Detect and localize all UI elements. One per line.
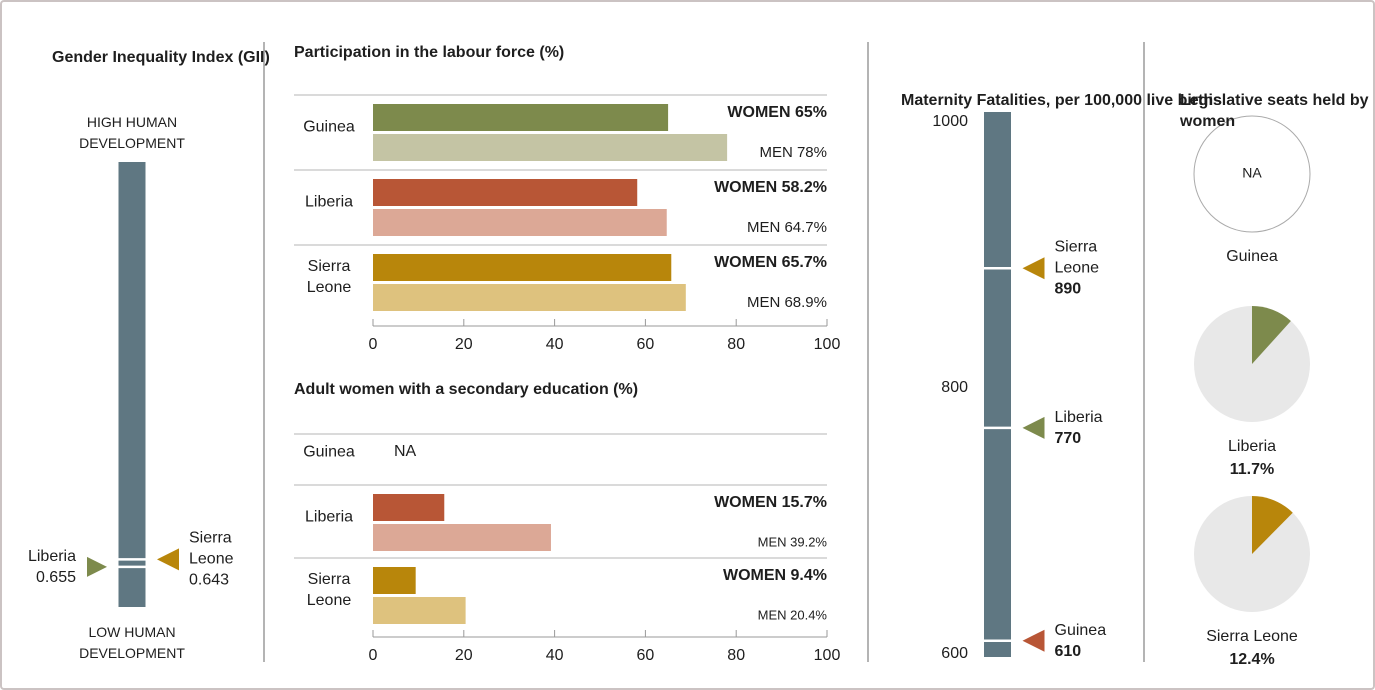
pie-empty <box>1193 115 1311 233</box>
bar <box>373 179 638 206</box>
marker-name: Liberia <box>1054 408 1103 426</box>
value-label: MEN 78% <box>759 144 827 161</box>
pie-value-label: 12.4% <box>1229 651 1274 668</box>
pie-slice <box>1252 305 1291 364</box>
marker-label: Sierra Leone 0.643 <box>189 528 249 591</box>
bar <box>373 284 686 311</box>
marker-value: 610 <box>1054 642 1082 660</box>
marker-value: 770 <box>1054 429 1082 447</box>
x-tick-label: 0 <box>369 336 378 353</box>
bar <box>373 524 551 551</box>
bar <box>373 567 416 594</box>
bar <box>373 597 466 624</box>
x-tick-label: 20 <box>455 336 473 353</box>
value-label: WOMEN 58.2% <box>714 179 827 196</box>
x-tick-label: 80 <box>727 647 745 664</box>
x-tick-label: 40 <box>546 336 564 353</box>
chart-title: Maternity Fatalities, per 100,000 live b… <box>901 92 1223 109</box>
value-label: MEN 20.4% <box>758 607 828 622</box>
marker-value: 0.655 <box>35 568 76 586</box>
marker <box>1022 416 1045 439</box>
y-tick-label: 1000 <box>932 113 968 130</box>
pie-category: Sierra Leone <box>1206 628 1298 645</box>
category-label: Sierra Leone <box>306 571 352 609</box>
x-tick-label: 20 <box>455 647 473 664</box>
marker-label: Liberia 0.655 <box>28 546 76 588</box>
marker-name: Sierra Leone <box>189 529 234 568</box>
bar <box>373 104 669 131</box>
pie-category: Guinea <box>1226 248 1278 265</box>
marker <box>1022 257 1045 280</box>
value-label: MEN 39.2% <box>758 534 828 549</box>
y-tick-label: 600 <box>941 645 968 662</box>
bar <box>373 134 728 161</box>
category-label: Guinea <box>303 443 355 461</box>
pie-slice <box>1252 496 1293 554</box>
scale-bar <box>984 112 1011 657</box>
x-tick-label: 100 <box>814 647 841 664</box>
marker-name: Liberia <box>27 547 76 565</box>
x-tick-label: 60 <box>637 647 655 664</box>
marker-value: 0.643 <box>189 571 230 589</box>
marker-label: Guinea 610 <box>1055 620 1115 662</box>
value-label: WOMEN 65.7% <box>714 254 827 271</box>
chart-title: Adult women with a secondary education (… <box>294 381 639 398</box>
marker-label: Sierra Leone 890 <box>1055 237 1115 300</box>
marker-label: Liberia 770 <box>1055 407 1115 449</box>
x-tick-label: 80 <box>727 336 745 353</box>
value-label: WOMEN 65% <box>727 104 827 121</box>
value-label: WOMEN 9.4% <box>723 567 827 584</box>
value-label: MEN 68.9% <box>747 294 827 311</box>
marker <box>1022 629 1045 652</box>
value-label: NA <box>394 443 417 460</box>
chart-title: Participation in the labour force (%) <box>294 44 565 61</box>
x-tick-label: 0 <box>369 647 378 664</box>
category-label: Liberia <box>304 193 354 211</box>
chart-title: Gender Inequality Index (GII) <box>52 49 270 66</box>
category-label: Liberia <box>304 508 354 526</box>
bottom-label: LOW HUMAN DEVELOPMENT <box>79 624 185 661</box>
x-tick-label: 60 <box>637 336 655 353</box>
pie-category: Liberia <box>1228 438 1276 455</box>
marker <box>87 556 107 577</box>
value-label: MEN 64.7% <box>747 219 827 236</box>
top-label: HIGH HUMAN DEVELOPMENT <box>79 114 185 151</box>
marker-value: 890 <box>1054 280 1082 298</box>
category-label: Guinea <box>303 118 355 136</box>
scale-bar <box>118 162 146 607</box>
category-label: Sierra Leone <box>306 258 352 296</box>
y-tick-label: 800 <box>941 379 968 396</box>
pie-value-label: 11.7% <box>1230 461 1274 478</box>
marker-name: Guinea <box>1054 621 1107 639</box>
pie-na: NA <box>1242 165 1262 181</box>
bar <box>373 254 672 281</box>
value-label: WOMEN 15.7% <box>714 494 827 511</box>
bar <box>373 209 667 236</box>
x-tick-label: 40 <box>546 647 564 664</box>
x-tick-label: 100 <box>814 336 841 353</box>
chart-title: Legislative seats held by women <box>1180 92 1369 130</box>
bar <box>373 494 445 521</box>
marker <box>157 548 179 571</box>
marker-name: Sierra Leone <box>1054 238 1100 277</box>
